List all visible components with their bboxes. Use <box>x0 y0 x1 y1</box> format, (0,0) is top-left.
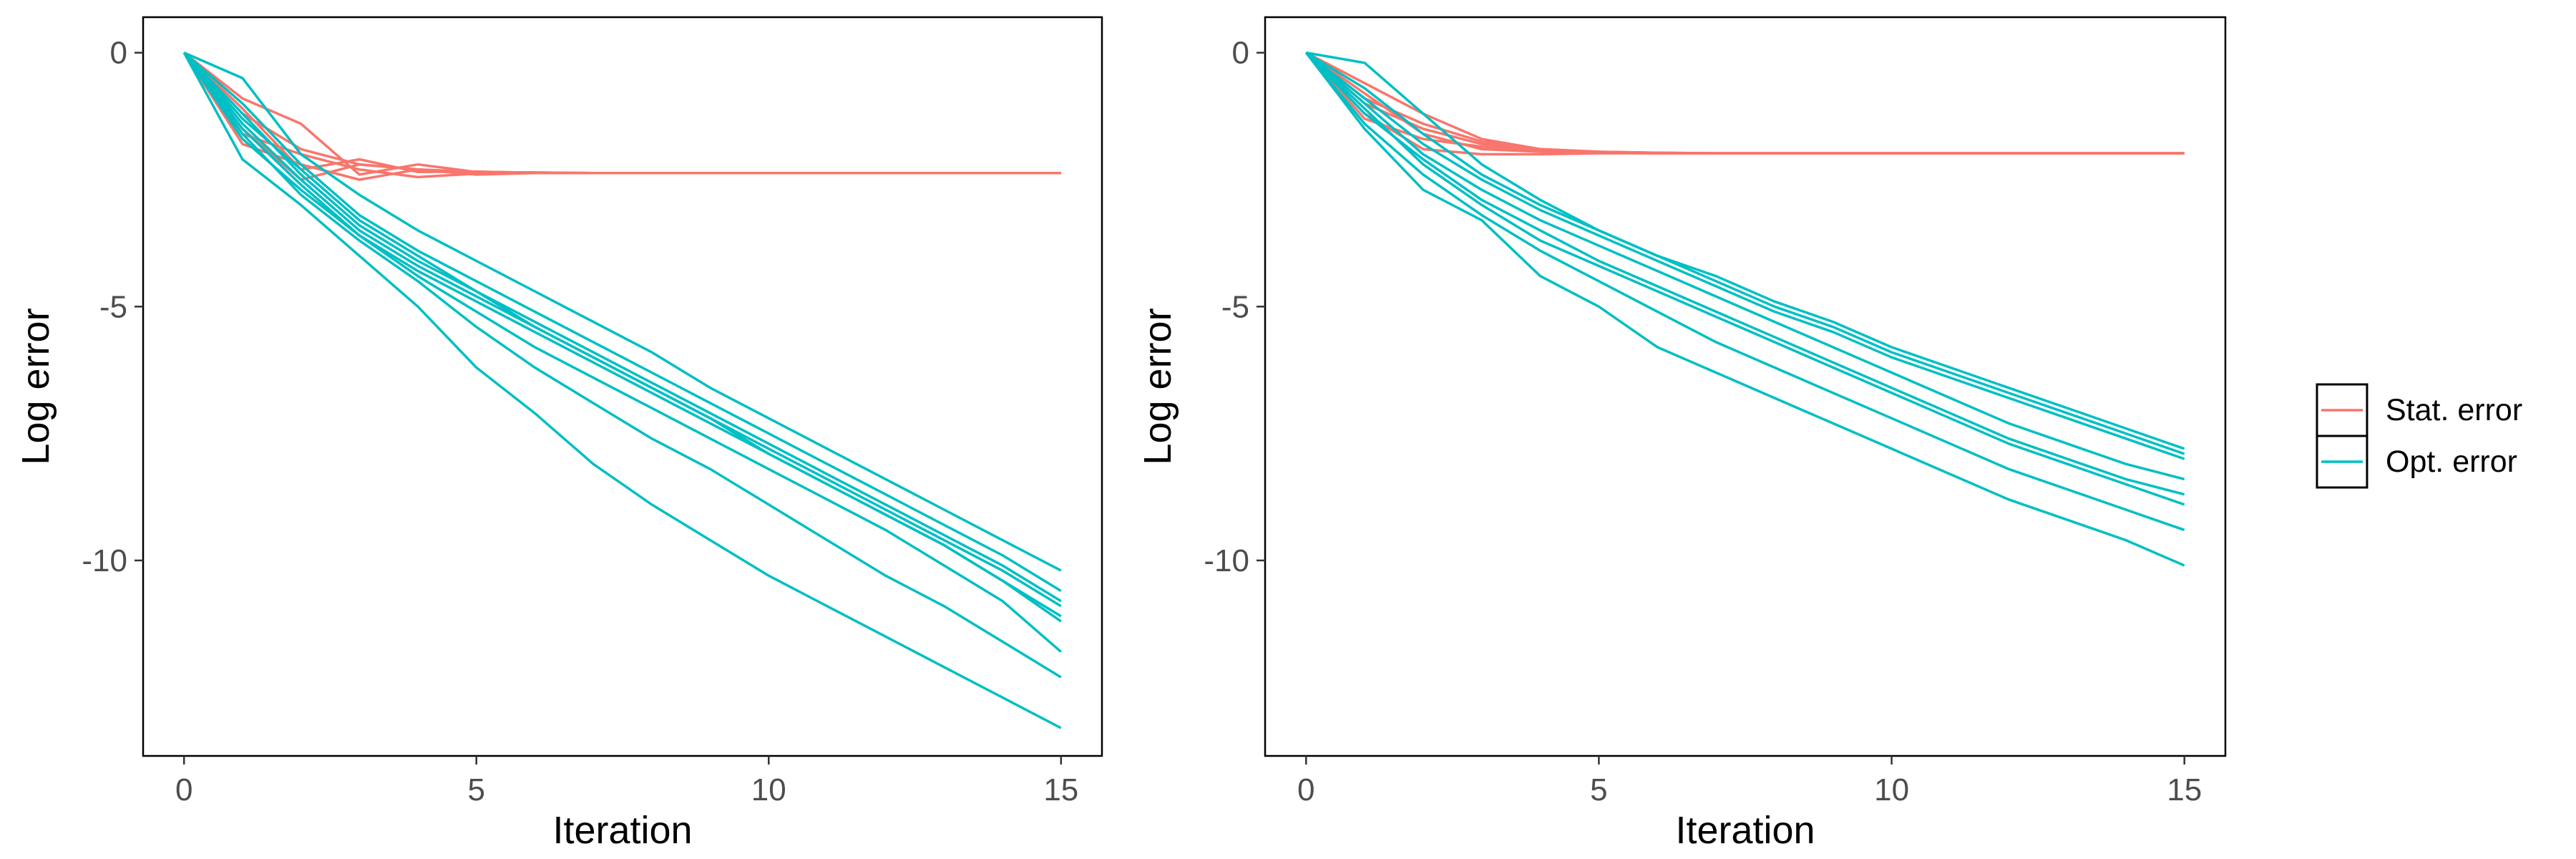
left-x-tick-label-5: 5 <box>467 772 484 807</box>
right-x-tick-label-0: 0 <box>1297 772 1314 807</box>
right-x-tick-label-5: 5 <box>1590 772 1607 807</box>
panel-right-series <box>1304 51 2185 567</box>
left-x-tick-label-0: 0 <box>175 772 192 807</box>
left-opt-series-line-6 <box>183 51 1062 572</box>
right-y-tick-label-0: 0 <box>1232 36 1249 71</box>
y-axis-title-right: Log error <box>1136 308 1179 465</box>
left-opt-series-line-8 <box>182 52 1062 603</box>
panel-left-series <box>182 51 1062 729</box>
right-opt-series-line-6 <box>1306 51 2185 450</box>
left-opt-series-line-7 <box>183 52 1062 592</box>
legend: Stat. error Opt. error <box>2316 383 2522 489</box>
panel-left: 0 5 10 15 0 -5 -10 Iteration Log error <box>14 16 1103 852</box>
left-x-tick-label-15: 15 <box>1043 772 1078 807</box>
x-axis-title-right: Iteration <box>1675 809 1815 852</box>
right-opt-series-line-11 <box>1305 52 2185 506</box>
right-stat-series-line-5 <box>1305 52 2185 155</box>
right-opt-series-line-7 <box>1305 52 2185 455</box>
panel-right-ticks: 0 5 10 15 0 -5 -10 <box>1204 36 2202 807</box>
right-opt-series-line-9 <box>1305 52 2185 481</box>
right-opt-series-line-8 <box>1305 52 2185 460</box>
right-opt-series-line-10 <box>1305 52 2185 496</box>
left-stat-series-line-5 <box>182 52 1061 175</box>
right-y-tick-label--10: -10 <box>1204 543 1249 578</box>
legend-label-stat: Stat. error <box>2386 393 2522 427</box>
legend-label-opt: Opt. error <box>2386 445 2517 479</box>
panel-right: 0 5 10 15 0 -5 -10 Iteration Log error <box>1136 16 2227 852</box>
x-axis-title-left: Iteration <box>552 809 692 852</box>
left-x-tick-label-10: 10 <box>751 772 786 807</box>
right-y-tick-label--5: -5 <box>1221 289 1249 324</box>
left-opt-series-line-13 <box>182 52 1062 679</box>
left-y-tick-label--5: -5 <box>99 289 127 324</box>
left-opt-series-line-14 <box>182 52 1062 729</box>
right-x-tick-label-15: 15 <box>2167 772 2202 807</box>
panel-left-frame <box>142 16 1103 757</box>
right-x-tick-label-10: 10 <box>1874 772 1909 807</box>
right-opt-series-line-12 <box>1304 52 2185 532</box>
left-y-tick-label--10: -10 <box>82 543 127 578</box>
right-opt-series-line-13 <box>1304 52 2185 567</box>
y-axis-title-left: Log error <box>14 308 57 465</box>
left-y-tick-label-0: 0 <box>110 36 127 71</box>
left-opt-series-line-12 <box>182 52 1062 653</box>
left-opt-series-line-11 <box>182 52 1062 623</box>
panel-left-ticks: 0 5 10 15 0 -5 -10 <box>82 36 1078 807</box>
